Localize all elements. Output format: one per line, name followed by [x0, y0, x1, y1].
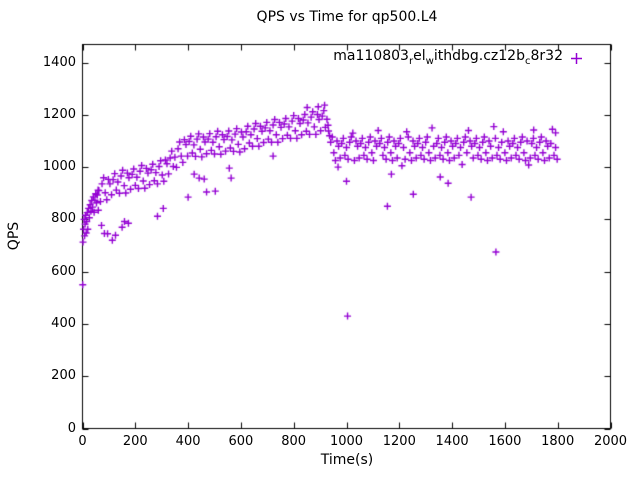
x-tick-label: 1200	[382, 434, 416, 449]
x-axis-label: Time(s)	[320, 452, 374, 468]
legend: ma110803relwithdbg.cz12bc8r32	[333, 47, 583, 71]
x-tick-label: 1000	[329, 434, 364, 449]
x-tick-label: 0	[78, 434, 87, 449]
y-tick-label: 200	[51, 368, 76, 384]
y-tick-label: 600	[51, 263, 76, 279]
y-tick-label: 800	[51, 211, 76, 227]
x-tick-label: 200	[122, 434, 148, 449]
x-tick-label: 1600	[488, 434, 522, 449]
x-tick-label: 1400	[435, 434, 469, 449]
legend-series-label: ma110803relwithdbg.cz12bc8r32	[333, 48, 563, 67]
x-tick-label: 2000	[593, 434, 628, 449]
y-tick-label: 1400	[42, 54, 76, 70]
x-tick-label: 800	[281, 434, 307, 449]
y-tick-label: 0	[67, 420, 76, 436]
chart-title: QPS vs Time for qp500.L4	[256, 9, 438, 25]
y-tick-label: 1000	[42, 159, 76, 175]
y-tick-label: 1200	[42, 106, 76, 122]
x-tick-label: 1800	[541, 434, 575, 449]
x-tick-label: 400	[175, 434, 201, 449]
y-tick-label: 400	[51, 315, 76, 331]
legend-plus-marker-icon	[571, 53, 582, 65]
x-tick-label: 600	[228, 434, 254, 449]
